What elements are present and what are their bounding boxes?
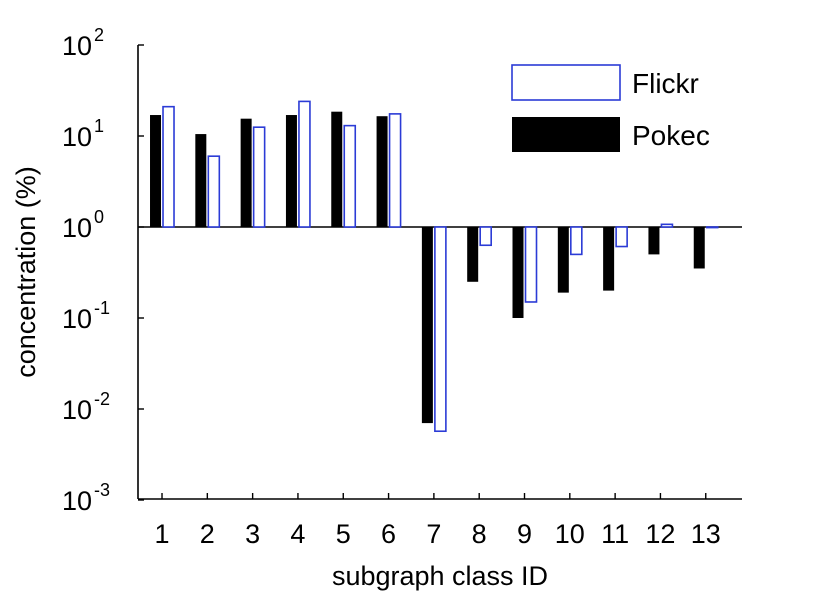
x-tick-label: 8 <box>472 519 487 549</box>
bar-pokec-8 <box>467 227 479 282</box>
y-tick-exponent: -3 <box>94 480 110 500</box>
x-tick-label: 2 <box>200 519 215 549</box>
bar-pokec-10 <box>557 227 569 293</box>
bar-flickr-12 <box>660 223 674 228</box>
bar-pokec-1 <box>150 115 162 227</box>
bar-flickr-13 <box>705 226 719 229</box>
bar-flickr-3 <box>252 126 266 228</box>
legend-swatch-flickr <box>511 64 621 101</box>
bar-flickr-11 <box>615 226 628 248</box>
bar-flickr-5 <box>343 124 357 228</box>
x-tick-label: 5 <box>336 519 351 549</box>
bar-flickr-1 <box>162 105 175 228</box>
y-tick-exponent: 1 <box>94 116 104 136</box>
y-axis-title: concentration (%) <box>11 166 41 378</box>
bar-flickr-7 <box>434 226 447 433</box>
y-tick-label: 10 <box>62 213 92 243</box>
x-axis-title: subgraph class ID <box>332 561 548 591</box>
x-tick-label: 3 <box>245 519 260 549</box>
bar-pokec-9 <box>512 227 524 318</box>
bar-pokec-11 <box>603 227 615 291</box>
bar-flickr-8 <box>479 226 492 247</box>
bar-pokec-5 <box>331 111 343 227</box>
y-tick-label: 10 <box>62 122 92 152</box>
y-tick-label: 10 <box>62 31 92 61</box>
bar-flickr-6 <box>388 113 402 228</box>
y-tick-label: 10 <box>62 486 92 516</box>
y-tick-exponent: -2 <box>94 389 110 409</box>
bar-pokec-6 <box>376 116 388 227</box>
x-tick-label: 4 <box>290 519 305 549</box>
bar-pokec-13 <box>693 227 705 269</box>
bar-pokec-12 <box>648 227 660 255</box>
x-tick-label: 10 <box>555 519 585 549</box>
y-tick-exponent: 0 <box>94 207 104 227</box>
bar-pokec-3 <box>240 118 252 227</box>
y-tick-label: 10 <box>62 395 92 425</box>
bar-pokec-2 <box>195 134 207 227</box>
x-ticks: 1 2 3 4 5 6 7 8 9 10 11 12 13 <box>154 493 721 549</box>
bar-flickr-10 <box>570 226 583 256</box>
y-tick-label: 10 <box>62 304 92 334</box>
bar-pokec-7 <box>421 227 433 424</box>
legend-swatch-pokec <box>512 117 620 152</box>
bars <box>150 100 719 433</box>
x-tick-label: 6 <box>381 519 396 549</box>
x-tick-label: 11 <box>601 519 629 549</box>
legend-label-flickr: Flickr <box>632 68 699 99</box>
bar-flickr-9 <box>524 226 538 303</box>
bar-pokec-4 <box>285 115 297 227</box>
x-tick-label: 7 <box>426 519 441 549</box>
x-tick-label: 12 <box>645 519 675 549</box>
x-tick-label: 13 <box>691 519 721 549</box>
bar-flickr-4 <box>298 100 311 228</box>
x-tick-label: 9 <box>517 519 532 549</box>
y-tick-exponent: -1 <box>94 298 110 318</box>
bar-flickr-2 <box>207 155 221 228</box>
y-tick-exponent: 2 <box>94 25 104 45</box>
legend-label-pokec: Pokec <box>632 120 710 151</box>
legend: Flickr Pokec <box>511 64 710 152</box>
x-tick-label: 1 <box>154 519 169 549</box>
